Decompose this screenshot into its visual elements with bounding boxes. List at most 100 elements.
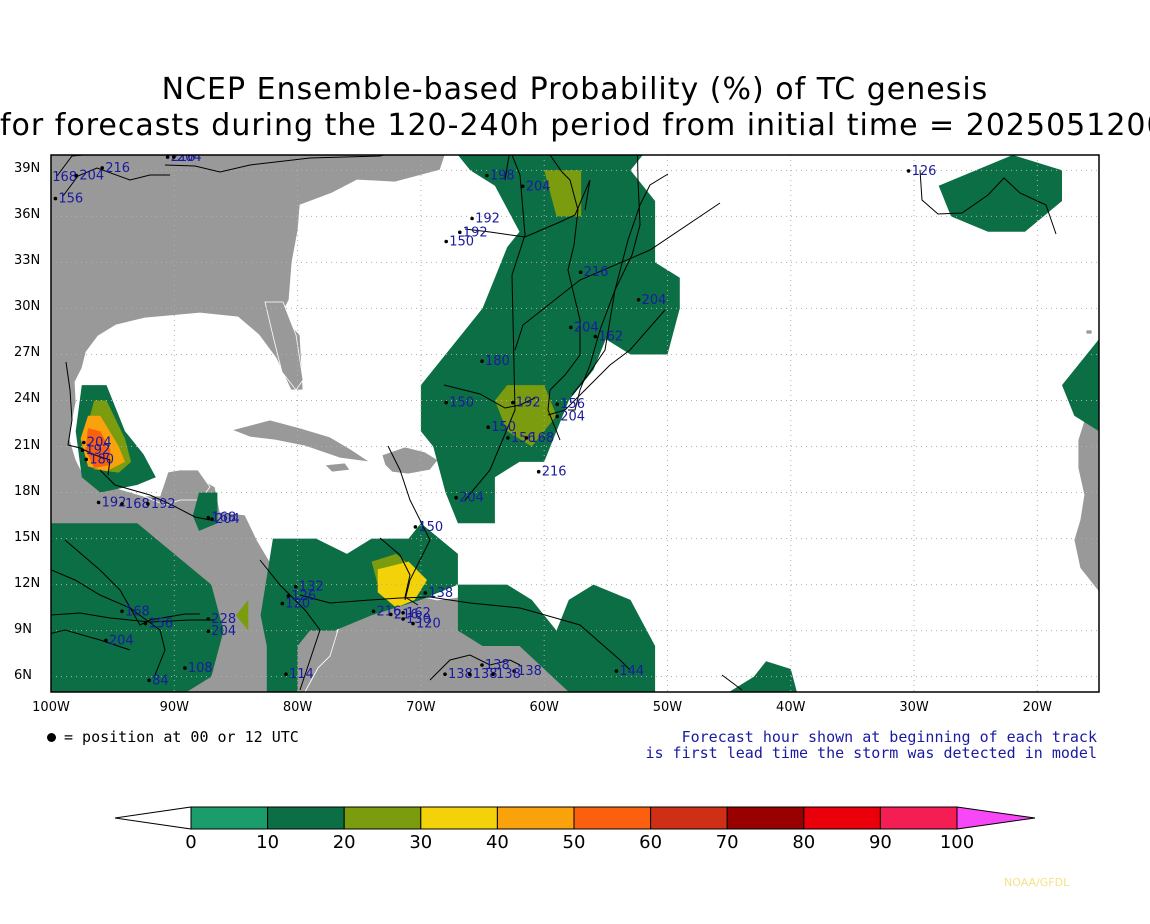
track-forecast-hour-label: 84 [152,673,169,688]
track-forecast-hour-label: 150 [449,235,474,250]
track-forecast-hour-label: 156 [58,192,83,207]
track-position-dot [413,525,418,529]
track-forecast-hour-label: 108 [188,661,213,676]
land-hispaniola [381,446,439,475]
latitude-label: 12N [14,575,41,591]
latitude-label: 36N [14,207,41,223]
track-forecast-hour-label: 120 [416,617,441,632]
longitude-label: 30W [899,700,929,715]
track-forecast-hour-label: 204 [79,169,104,184]
track-forecast-hour-label: 204 [642,293,667,308]
track-forecast-hour-label: 156 [148,617,173,632]
track-line [51,629,131,651]
track-position-dot [470,216,474,221]
track-forecast-hour-label: 216 [542,465,567,480]
longitude-label: 80W [282,700,313,715]
track-position-dot [578,270,583,275]
track-position-dot [120,609,124,614]
track-position-dot [210,517,214,521]
latitude-label: 27N [14,345,41,361]
track-position-dot [147,678,151,683]
track-position-dot [480,663,484,667]
land-cuba [230,419,371,463]
longitude-label: 50W [652,700,683,715]
longitude-label: 70W [406,700,436,715]
track-forecast-hour-label: 132 [299,580,324,595]
track-forecast-hour-label: 114 [289,667,314,682]
track-forecast-hour-label: 204 [177,150,202,165]
track-position-dot [520,184,525,189]
track-forecast-hour-label: 126 [291,589,316,604]
track-position-dot [401,611,405,615]
track-line [379,537,419,606]
land-yucatan [142,469,211,506]
colorbar-tick-label: 30 [409,832,433,853]
track-forecast-hour-label: 168 [529,431,554,446]
latitude-label: 6N [14,667,32,683]
colorbar-tick-label: 90 [868,832,892,853]
track-line [547,155,581,441]
track-position-dot [389,612,393,617]
longitude-label: 40W [776,700,806,715]
track-forecast-hour-label: 168 [52,170,77,185]
land-florida [264,301,304,391]
track-forecast-hour-label: 180 [89,452,114,467]
latitude-label: 24N [14,391,41,407]
track-position-dot [555,402,559,407]
track-line [51,612,215,623]
track-position-dot [555,414,559,419]
track-forecast-hour-label: 192 [475,212,500,227]
track-line [56,155,90,177]
track-forecast-hour-label: 192 [102,495,127,510]
track-position-dot [206,515,211,520]
track-position-dot [183,666,187,670]
track-forecast-hour-label: 162 [598,330,623,345]
probability-area-20 [235,599,249,631]
land-canary-islands [1085,329,1093,335]
track-line [259,559,321,691]
track-forecast-hour-label: 168 [125,604,150,619]
longitude-label: 20W [1022,700,1053,715]
track-forecast-hour-label: 126 [912,164,937,179]
track-forecast-hour-label: 192 [151,497,176,512]
track-position-dot [80,448,85,453]
track-line [721,674,743,691]
track-position-dot [491,672,495,676]
track-forecast-hour-label: 138 [448,667,473,682]
track-forecast-hour-label: 216 [584,265,609,280]
chart-title-line2: for forecasts during the 120-240h period… [0,108,1150,143]
track-position-dot [96,500,101,505]
track-position-dot [512,669,516,673]
track-forecast-hour-label: 144 [619,664,644,679]
track-position-dot [485,173,489,178]
track-position-dot [443,672,447,676]
colorbar-tick-label: 40 [485,832,509,853]
track-line [64,539,200,626]
track-position-dot [593,334,598,339]
track-position-dot [467,672,472,676]
track-forecast-hour-label: 138 [517,664,542,679]
longitude-label: 60W [529,700,559,715]
colorbar-tick-label: 100 [939,832,975,853]
track-position-dot [486,425,491,430]
track-forecast-hour-label: 228 [211,612,236,627]
land-jamaica [324,462,351,473]
probability-layer [51,155,1099,692]
track-forecast-hour-label: 180 [485,354,510,369]
track-line [164,155,387,173]
track-forecast-hour-label: 204 [560,409,585,424]
track-position-dot [536,469,541,474]
position-legend-text: = position at 00 or 12 UTC [64,728,299,746]
probability-area-10 [938,155,1062,232]
track-position-dot [480,359,484,364]
track-forecast-hour-label: 204 [215,512,240,527]
track-position-dot [614,669,619,673]
storm-tracks [51,155,1057,691]
position-dot-icon [47,733,56,742]
track-line [429,654,521,681]
forecast-note-line1: Forecast hour shown at beginning of each… [681,728,1097,746]
track-position-dot [206,629,211,633]
chart-title-line1: NCEP Ensemble-based Probability (%) of T… [161,72,989,107]
track-position-dot [143,621,148,626]
